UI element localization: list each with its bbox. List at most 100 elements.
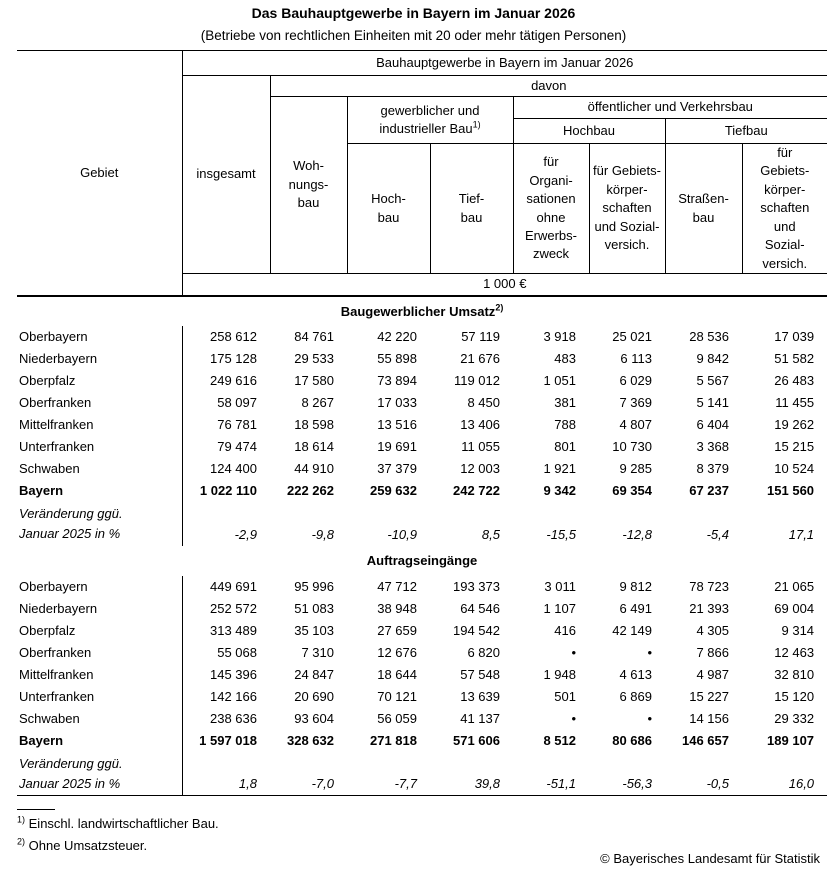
value-cell: 69 004	[774, 601, 815, 617]
value-cell: 67 237	[689, 483, 729, 499]
value-cell: 29 533	[294, 351, 334, 367]
value-cell: 9 842	[696, 351, 729, 367]
value-cell: 194 542	[453, 623, 500, 639]
value-cell: 328 632	[287, 733, 334, 749]
table-row: Niederbayern 252 572 51 083 38 948 64 546 1 1…	[17, 597, 827, 620]
value-cell: •	[571, 645, 576, 661]
region-label: Oberbayern	[17, 575, 183, 598]
footnote-1: 1) Einschl. landwirtschaftlicher Bau.	[17, 815, 827, 832]
col-header-hochbau: Hoch- bau	[347, 143, 431, 274]
region-label: Oberfranken	[17, 391, 183, 414]
header-gewerblicher-bau: gewerblicher und industrieller Bau1)	[347, 96, 514, 144]
value-cell: 17 039	[774, 329, 815, 345]
value-cell: 41 137	[460, 711, 500, 727]
value-cell: 69 354	[612, 483, 652, 499]
value-cell: 15 215	[774, 439, 815, 455]
value-cell: 15 227	[689, 689, 729, 705]
table-row: Schwaben 238 636 93 604 56 059 41 137 • • 14 15…	[17, 707, 827, 730]
value-cell: 8 379	[696, 461, 729, 477]
value-cell: 1 597 018	[199, 733, 257, 749]
value-cell: 12 003	[460, 461, 500, 477]
value-cell: 9 812	[619, 579, 652, 595]
region-label: Unterfranken	[17, 435, 183, 458]
value-cell: 8 512	[543, 733, 576, 749]
value-cell: 4 305	[696, 623, 729, 639]
value-cell: 193 373	[453, 579, 500, 595]
region-label: Unterfranken	[17, 685, 183, 708]
value-cell: 381	[554, 395, 576, 411]
region-label: Bayern	[17, 479, 183, 502]
table-row: Bayern 1 597 018 328 632 271 818 571 606 8 51…	[17, 729, 827, 752]
footnote-2: 2) Ohne Umsatzsteuer.	[17, 837, 827, 854]
change-value-cell: -9,8	[311, 526, 334, 542]
value-cell: 8 450	[467, 395, 500, 411]
value-cell: 9 342	[543, 483, 576, 499]
value-cell: 313 489	[210, 623, 257, 639]
value-cell: 21 393	[689, 601, 729, 617]
region-label: Oberfranken	[17, 641, 183, 664]
value-cell: 242 722	[453, 483, 500, 499]
col-header-gebiet: Gebiet	[17, 49, 183, 297]
value-cell: 70 121	[377, 689, 417, 705]
value-cell: 58 097	[217, 395, 257, 411]
section-title-row: Auftragseingänge	[17, 546, 827, 576]
value-cell: 571 606	[453, 733, 500, 749]
value-cell: 8 267	[301, 395, 334, 411]
value-cell: 35 103	[294, 623, 334, 639]
value-cell: 76 781	[217, 417, 257, 433]
value-cell: 7 369	[619, 395, 652, 411]
change-value-cell: -51,1	[513, 751, 589, 797]
value-cell: 51 582	[774, 351, 815, 367]
change-label: Veränderung ggü. Januar 2025 in %	[17, 501, 183, 546]
value-cell: •	[647, 645, 652, 661]
value-cell: 238 636	[210, 711, 257, 727]
value-cell: 95 996	[294, 579, 334, 595]
change-value-cell: 1,8	[182, 751, 270, 797]
region-label: Oberbayern	[17, 325, 183, 348]
table-row: Oberpfalz 249 616 17 580 73 894 119 012 1 051…	[17, 369, 827, 392]
page-subtitle: (Betriebe von rechtlichen Einheiten mit …	[200, 28, 627, 43]
change-value-cell: -10,9	[387, 526, 417, 542]
value-cell: 78 723	[689, 579, 729, 595]
value-cell: 13 516	[377, 417, 417, 433]
change-value-cell: -7,0	[270, 751, 347, 797]
value-cell: 3 918	[543, 329, 576, 345]
value-cell: 10 524	[774, 461, 815, 477]
value-cell: 57 119	[461, 329, 500, 345]
col-header-wohnungsbau: Woh- nungs- bau	[270, 96, 348, 274]
change-value-cell: -5,4	[706, 526, 729, 542]
region-label: Schwaben	[17, 457, 183, 480]
region-label: Niederbayern	[17, 347, 183, 370]
value-cell: 1 022 110	[199, 483, 257, 499]
value-cell: 124 400	[210, 461, 257, 477]
value-cell: 26 483	[774, 373, 815, 389]
section-title: Baugewerblicher Umsatz2)	[340, 302, 504, 319]
value-cell: 44 910	[294, 461, 334, 477]
value-cell: 38 948	[377, 601, 417, 617]
change-label: Veränderung ggü. Januar 2025 in %	[17, 751, 183, 797]
value-cell: 18 614	[294, 439, 334, 455]
value-cell: 1 051	[543, 373, 576, 389]
footnote-2-text: Ohne Umsatzsteuer.	[28, 838, 148, 854]
value-cell: 142 166	[210, 689, 257, 705]
value-cell: 4 987	[696, 667, 729, 683]
value-cell: 27 659	[377, 623, 417, 639]
region-label: Niederbayern	[17, 597, 183, 620]
value-cell: 1 921	[543, 461, 576, 477]
header-oeffentlicher-bau: öffentlicher und Verkehrsbau	[513, 96, 827, 119]
change-value-cell: 17,1	[788, 526, 815, 542]
footnote-ref-1: 1)	[472, 119, 481, 130]
value-cell: 20 690	[294, 689, 334, 705]
value-cell: 42 149	[612, 623, 652, 639]
col-header-fuer-organisationen: für Organi- sationen ohne Erwerbs- zweck	[513, 143, 590, 274]
change-value-cell: -0,5	[665, 751, 742, 797]
value-cell: 56 059	[377, 711, 417, 727]
region-label: Schwaben	[17, 707, 183, 730]
value-cell: 51 083	[294, 601, 334, 617]
change-row: Veränderung ggü. Januar 2025 in % -2,9 -9,8…	[17, 501, 827, 546]
value-cell: 29 332	[774, 711, 815, 727]
value-cell: 259 632	[370, 483, 417, 499]
col-header-fuer-gebietskoerperschaften-tiefbau: für Gebiets- körper- schaften und Sozial…	[760, 145, 810, 271]
value-cell: 11 055	[461, 439, 500, 455]
value-cell: 32 810	[774, 667, 815, 683]
